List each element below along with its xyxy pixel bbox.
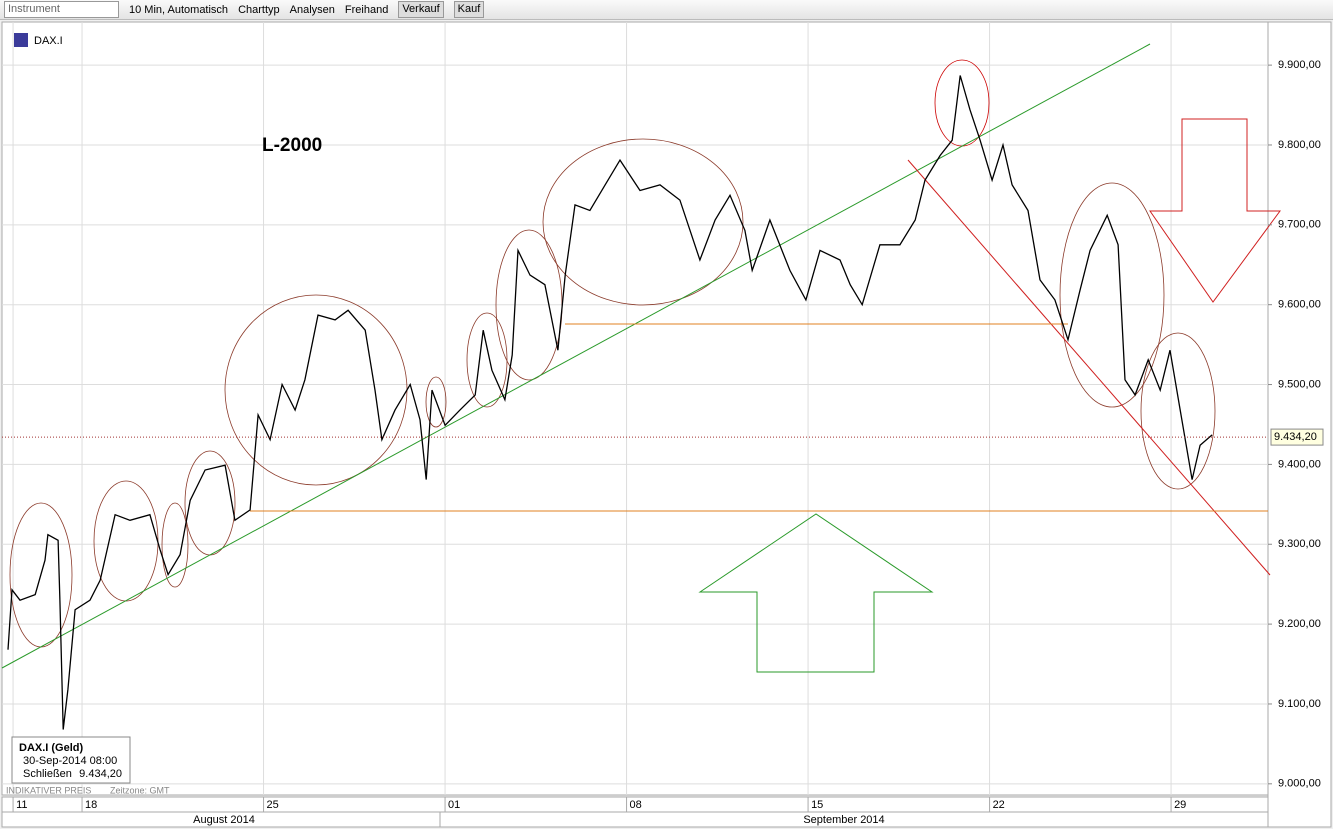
- interval-menu[interactable]: 10 Min, Automatisch: [129, 3, 229, 16]
- y-tick-label: 9.400,00: [1278, 458, 1321, 470]
- instrument-icon: [14, 33, 28, 47]
- month-label: August 2014: [193, 814, 255, 826]
- info-box: [11, 736, 131, 784]
- y-tick-label: 9.000,00: [1278, 778, 1321, 790]
- info-close-label: Schließen: [23, 768, 72, 780]
- annotation-text: L-2000: [262, 135, 322, 156]
- last-price-tag: [1270, 428, 1324, 446]
- y-tick-label: 9.300,00: [1278, 538, 1321, 550]
- timezone: Zeitzone: GMT: [110, 785, 170, 795]
- y-tick-label: 9.200,00: [1278, 618, 1321, 630]
- down-arrow: [1149, 118, 1281, 303]
- info-title: DAX.I (Geld): [19, 742, 84, 754]
- info-close-value: 9.434,20: [79, 768, 122, 780]
- y-tick-label: 9.800,00: [1278, 139, 1321, 151]
- info-date: 30-Sep-2014 08:00: [23, 755, 117, 767]
- x-tick-label: 25: [267, 799, 279, 811]
- chart-type-menu[interactable]: Charttyp: [238, 3, 280, 16]
- x-tick-label: 18: [85, 799, 97, 811]
- sell-button[interactable]: Verkauf: [398, 1, 444, 18]
- buy-button[interactable]: Kauf: [453, 1, 485, 18]
- support-trendline: [1, 43, 1151, 669]
- price-line: [7, 75, 1213, 730]
- x-tick-label: 15: [811, 799, 823, 811]
- toolbar: Instrument 10 Min, Automatisch Charttyp …: [0, 0, 1333, 20]
- month-label: September 2014: [803, 814, 884, 826]
- x-tick-label: 22: [993, 799, 1005, 811]
- analyses-menu[interactable]: Analysen: [289, 3, 335, 16]
- chart-title[interactable]: DAX.I: [34, 35, 63, 47]
- x-tick-label: 11: [16, 799, 27, 811]
- y-tick-label: 9.900,00: [1278, 59, 1321, 71]
- price-note: INDIKATIVER PREIS: [6, 785, 91, 795]
- last-price-label: 9.434,20: [1274, 431, 1317, 443]
- y-tick-label: 9.100,00: [1278, 698, 1321, 710]
- freehand-menu[interactable]: Freihand: [344, 3, 389, 16]
- instrument-input[interactable]: Instrument: [4, 1, 119, 18]
- y-tick-label: 9.500,00: [1278, 378, 1321, 390]
- y-tick-label: 9.600,00: [1278, 299, 1321, 311]
- plot-area: [1, 21, 1269, 796]
- up-arrow: [698, 513, 934, 673]
- x-tick-label: 29: [1174, 799, 1186, 811]
- y-axis-panel: [1267, 21, 1332, 828]
- y-tick-label: 9.700,00: [1278, 219, 1321, 231]
- resistance-trendline: [907, 159, 1271, 576]
- x-tick-label: 01: [448, 799, 460, 811]
- x-tick-label: 08: [630, 799, 642, 811]
